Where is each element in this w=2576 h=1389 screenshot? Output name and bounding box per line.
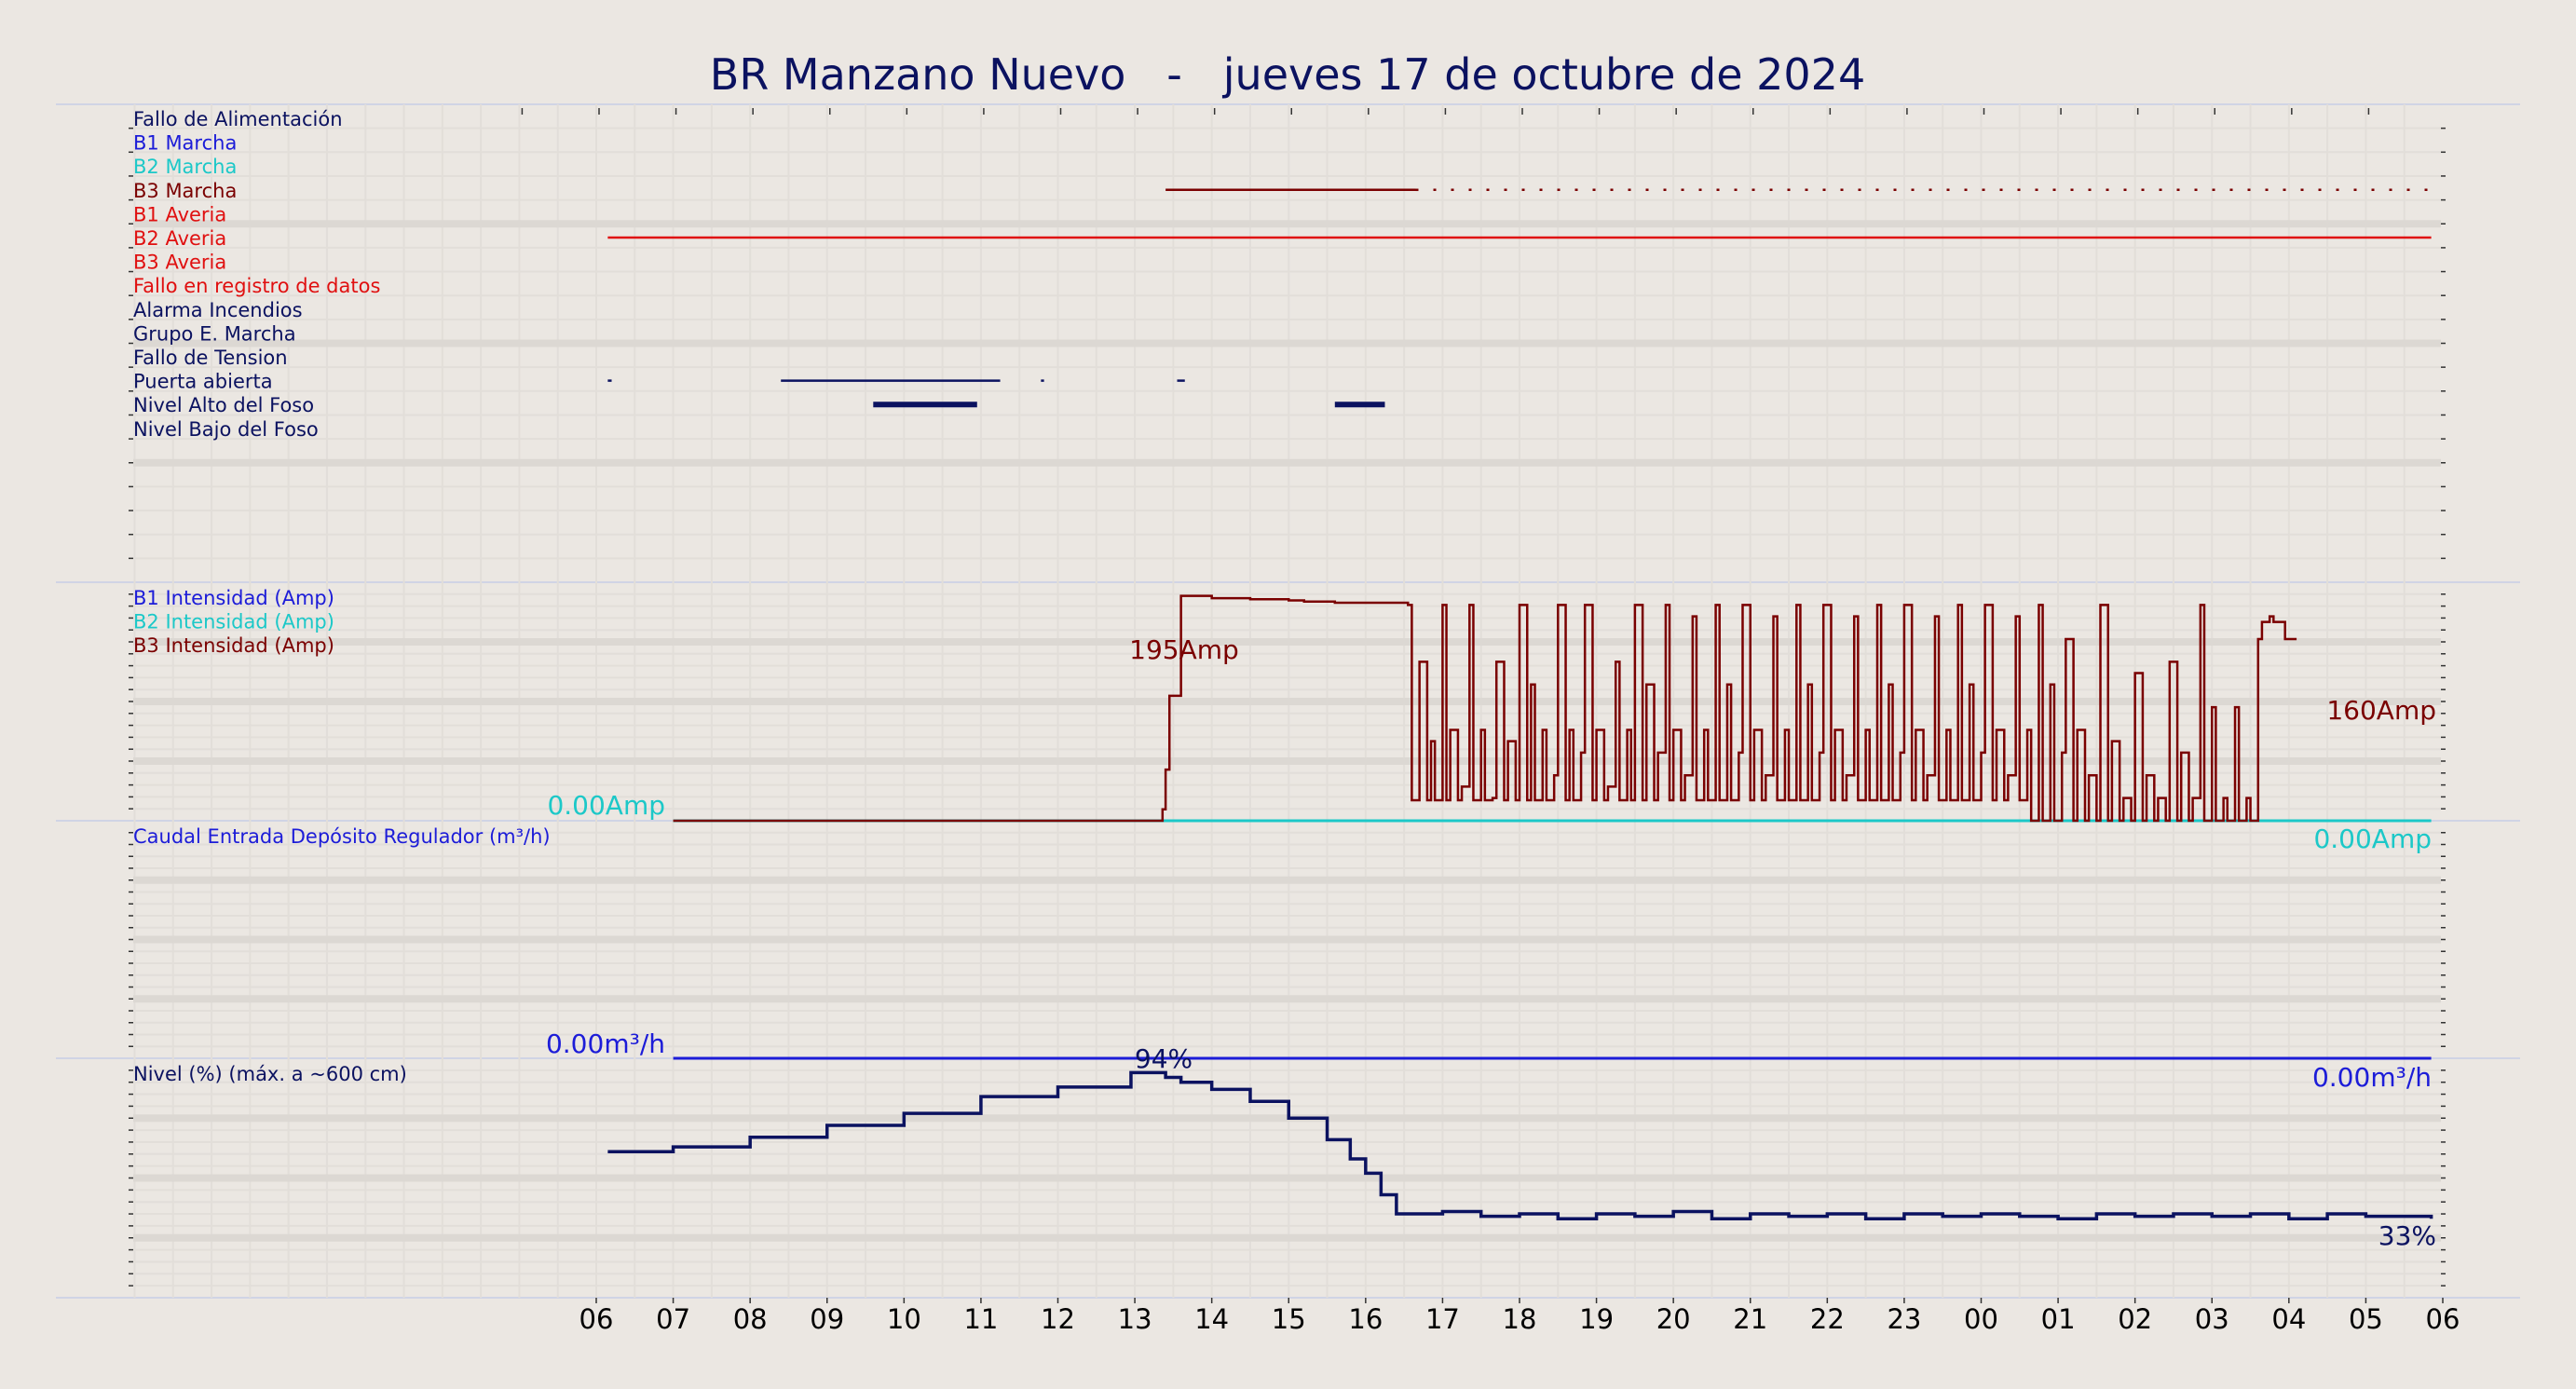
chart-title: BR Manzano Nuevo - jueves 17 de octubre … bbox=[710, 49, 1865, 100]
x-tick-label: 08 bbox=[733, 1303, 768, 1335]
event-label: B2 Averia bbox=[133, 227, 226, 250]
x-tick-label: 11 bbox=[963, 1303, 998, 1335]
annotation-label: 0.00m³/h bbox=[546, 1028, 665, 1059]
x-tick-label: 04 bbox=[2271, 1303, 2306, 1335]
x-tick-label: 06 bbox=[579, 1303, 614, 1335]
annotation-label: 33% bbox=[2378, 1220, 2436, 1251]
grid bbox=[129, 104, 2446, 1298]
event-label: Fallo en registro de datos bbox=[133, 275, 380, 297]
event-label: Nivel Bajo del Foso bbox=[133, 418, 319, 441]
x-tick-label: 19 bbox=[1579, 1303, 1614, 1335]
series-label: B2 Intensidad (Amp) bbox=[133, 611, 334, 633]
x-tick-label: 02 bbox=[2118, 1303, 2152, 1335]
event-label: Alarma Incendios bbox=[133, 299, 303, 321]
x-tick-label: 05 bbox=[2349, 1303, 2383, 1335]
x-tick-label: 07 bbox=[656, 1303, 690, 1335]
x-axis-ticks: 06 07 08 09 10 11 12 13 14 15 16 17 18 19 20 21 22 23 00 01… bbox=[521, 108, 2460, 1335]
x-tick-label: 16 bbox=[1348, 1303, 1383, 1335]
annotation-label: 195Amp bbox=[1129, 634, 1239, 665]
x-tick-label: 15 bbox=[1272, 1303, 1306, 1335]
x-tick-label: 12 bbox=[1041, 1303, 1075, 1335]
event-label: B3 Averia bbox=[133, 252, 226, 274]
x-tick-label: 22 bbox=[1810, 1303, 1845, 1335]
x-tick-label: 01 bbox=[2041, 1303, 2076, 1335]
x-tick-label: 21 bbox=[1733, 1303, 1767, 1335]
x-tick-label: 23 bbox=[1887, 1303, 1921, 1335]
x-tick-label: 13 bbox=[1118, 1303, 1152, 1335]
series-label: B3 Intensidad (Amp) bbox=[133, 634, 334, 657]
annotation-label: 160Amp bbox=[2326, 695, 2436, 726]
annotation-label: 0.00Amp bbox=[547, 790, 665, 821]
event-label: B1 Marcha bbox=[133, 132, 237, 155]
x-tick-label: 20 bbox=[1656, 1303, 1691, 1335]
event-label: Grupo E. Marcha bbox=[133, 322, 296, 345]
annotation-label: 94% bbox=[1135, 1043, 1193, 1074]
event-label: Puerta abierta bbox=[133, 371, 273, 393]
x-tick-label: 06 bbox=[2426, 1303, 2460, 1335]
series-b3-intensidad bbox=[673, 594, 2297, 823]
annotation-label: 0.00Amp bbox=[2313, 824, 2432, 854]
event-label: Fallo de Tension bbox=[133, 347, 288, 369]
event-label: Fallo de Alimentación bbox=[133, 108, 343, 130]
series-label: Caudal Entrada Depósito Regulador (m³/h) bbox=[133, 825, 551, 848]
event-label: B1 Averia bbox=[133, 203, 226, 225]
series-nivel bbox=[607, 1070, 2433, 1220]
x-tick-label: 18 bbox=[1503, 1303, 1537, 1335]
event-label: B2 Marcha bbox=[133, 156, 237, 178]
x-tick-label: 09 bbox=[810, 1303, 844, 1335]
x-tick-label: 00 bbox=[1964, 1303, 1998, 1335]
series-label: Nivel (%) (máx. a ~600 cm) bbox=[133, 1063, 407, 1085]
x-tick-label: 03 bbox=[2195, 1303, 2229, 1335]
x-tick-label: 17 bbox=[1425, 1303, 1460, 1335]
x-tick-label: 14 bbox=[1194, 1303, 1229, 1335]
annotation-label: 0.00m³/h bbox=[2312, 1062, 2432, 1093]
x-tick-label: 10 bbox=[887, 1303, 921, 1335]
event-label: B3 Marcha bbox=[133, 180, 237, 202]
series-label: B1 Intensidad (Amp) bbox=[133, 587, 334, 609]
annotations: 195Amp 0.00Amp 160Amp 0.00Amp 0.00m³/h 0.00m³… bbox=[546, 634, 2436, 1251]
event-label: Nivel Alto del Foso bbox=[133, 394, 314, 416]
chart-marks bbox=[607, 188, 2435, 1220]
